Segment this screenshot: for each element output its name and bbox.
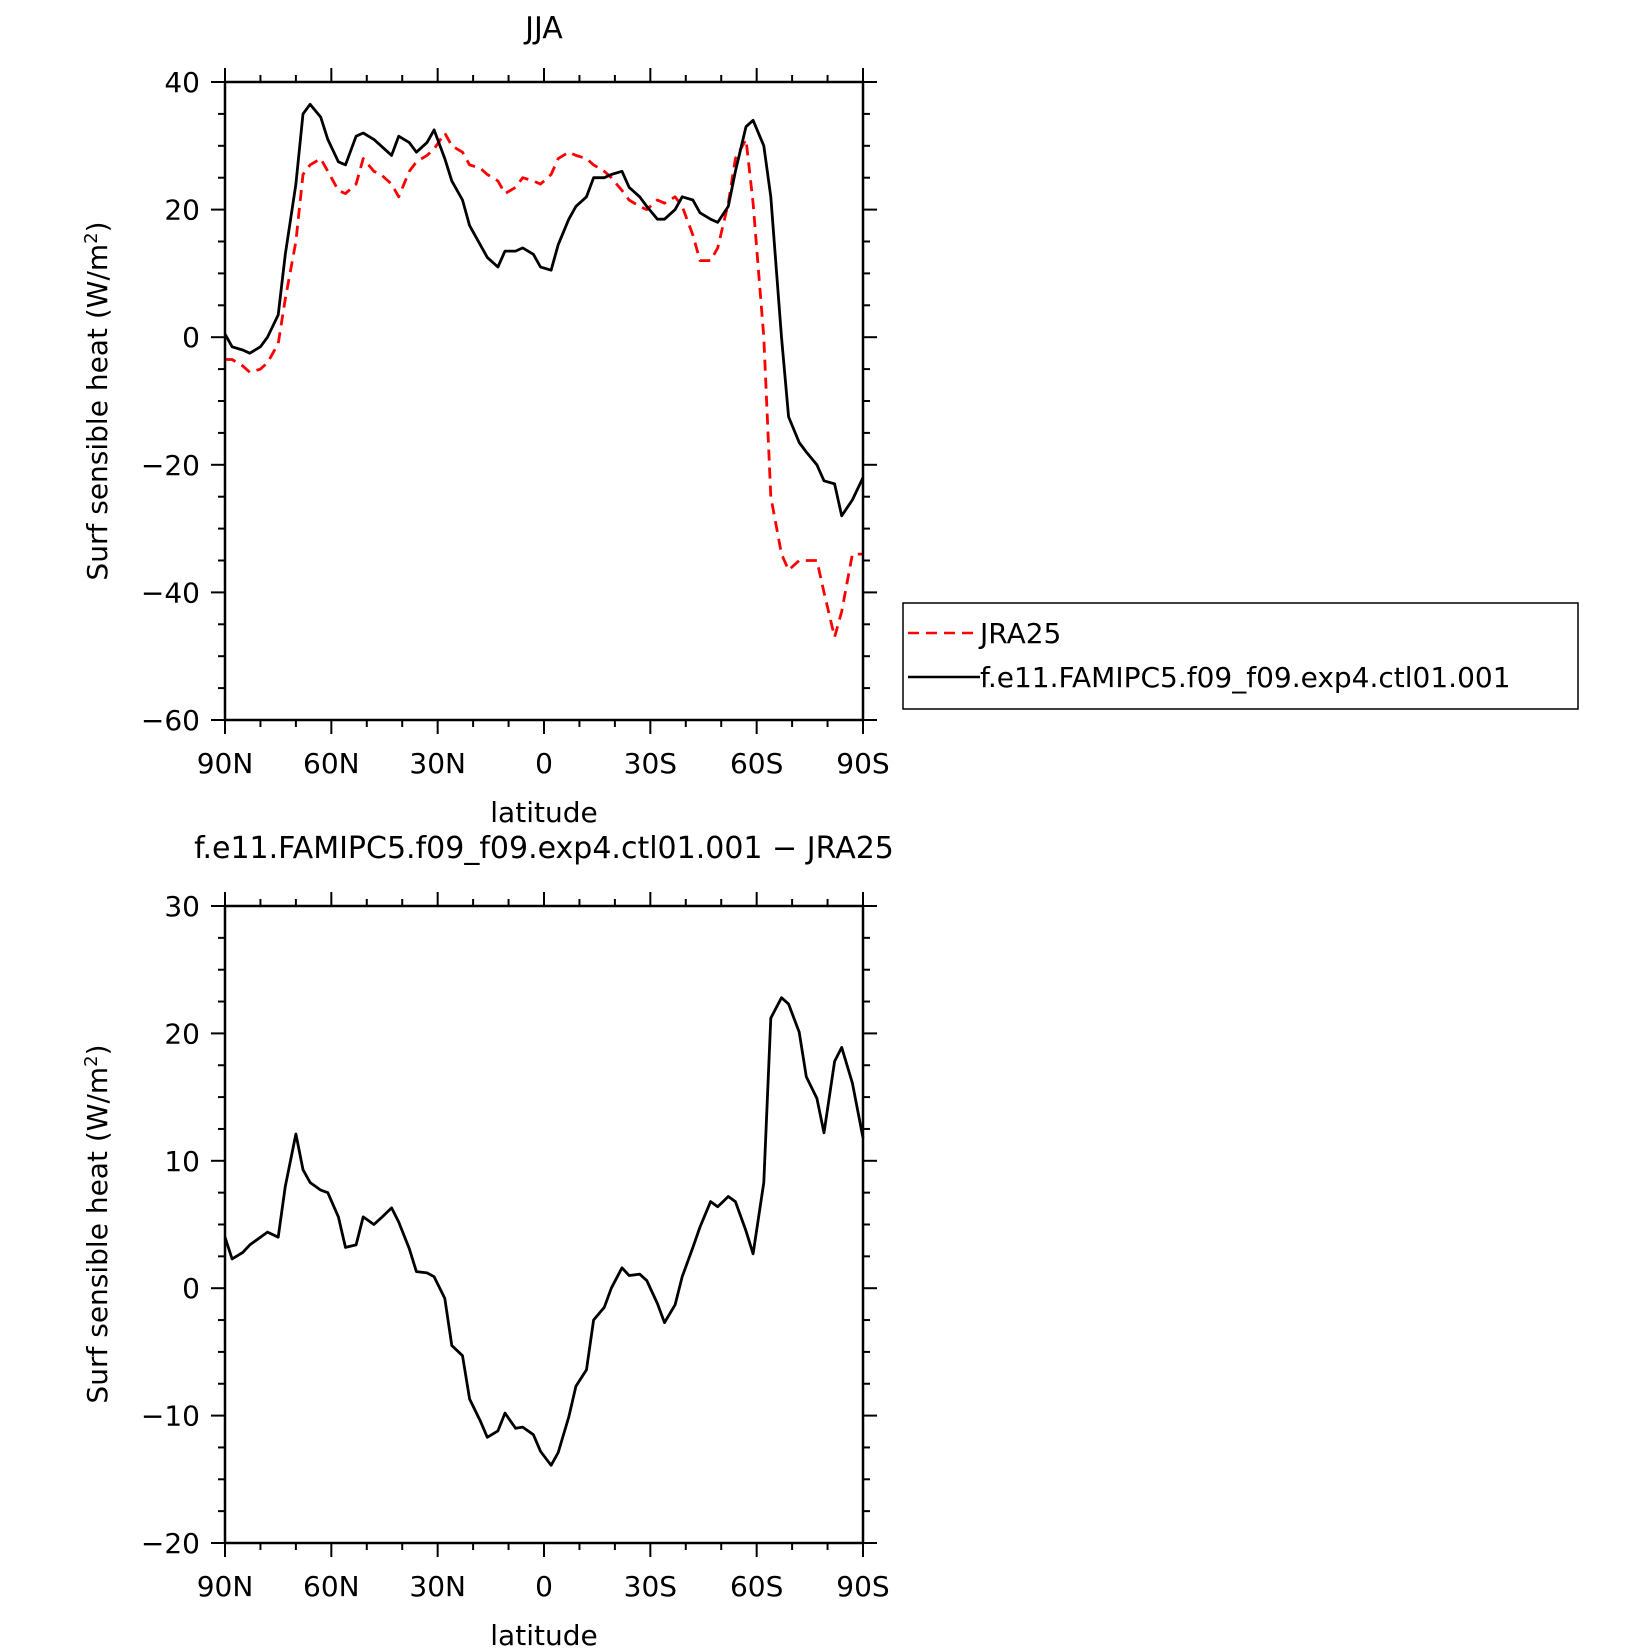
panel1-x-tick-labels: 90N 60N 30N 0 30S 60S 90S: [197, 747, 890, 780]
p1-ytick-label: 0: [182, 321, 200, 354]
panel1-series-group: [223, 102, 865, 639]
legend-label-jra25: JRA25: [978, 617, 1061, 650]
p2-ytick-label: 20: [164, 1017, 200, 1050]
p2-xtick-label: 90S: [836, 1570, 889, 1603]
p2-xtick-label: 30S: [624, 1570, 677, 1603]
panel1-y-tick-labels: −60 −40 −20 0 20 40: [141, 66, 200, 737]
p2-xtick-label: 30N: [409, 1570, 466, 1603]
p1-series-line-1: [223, 102, 865, 518]
p2-ytick-label: 30: [164, 890, 200, 923]
p1-series-line-0: [225, 131, 863, 639]
panel1-x-axis-title: latitude: [490, 796, 597, 829]
legend-label-model: f.e11.FAMIPC5.f09_f09.exp4.ctl01.001: [980, 661, 1511, 694]
top-panel: JJA −60 −40 −20 0 20 40 90N 60N 30N 0 30S 60S 90S l…: [81, 11, 1579, 829]
p1-xtick-label: 60S: [730, 747, 783, 780]
panel2-x-axis-title: latitude: [490, 1619, 597, 1652]
p1-xtick-label: 90S: [836, 747, 889, 780]
p2-ytick-label: −10: [141, 1400, 200, 1433]
panel2-y-axis-title: Surf sensible heat (W/m2): [81, 1044, 115, 1403]
p1-ytick-label: −20: [141, 449, 200, 482]
p1-ytick-label: −60: [141, 704, 200, 737]
p1-ytick-label: 20: [164, 194, 200, 227]
panel2-x-tick-labels: 90N 60N 30N 0 30S 60S 90S: [197, 1570, 890, 1603]
p1-xtick-label: 60N: [303, 747, 360, 780]
p2-xtick-label: 90N: [197, 1570, 254, 1603]
panel2-title: f.e11.FAMIPC5.f09_f09.exp4.ctl01.001 − J…: [194, 831, 894, 866]
legend: JRA25 f.e11.FAMIPC5.f09_f09.exp4.ctl01.0…: [902, 602, 1579, 710]
panel1-title: JJA: [523, 11, 563, 46]
p1-xtick-label: 0: [535, 747, 553, 780]
p2-xtick-label: 60S: [730, 1570, 783, 1603]
p1-xtick-label: 30S: [624, 747, 677, 780]
legend-box: [902, 602, 1579, 710]
panel2-frame: [223, 904, 865, 1545]
p1-ytick-label: 40: [164, 66, 200, 99]
panel1-frame: [223, 80, 865, 722]
p1-xtick-label: 90N: [197, 747, 254, 780]
p2-xtick-label: 0: [535, 1570, 553, 1603]
p2-ytick-label: 10: [164, 1145, 200, 1178]
panel1-y-axis-title: Surf sensible heat (W/m2): [81, 221, 115, 580]
p1-ytick-label: −40: [141, 576, 200, 609]
panel1-ticks: [211, 68, 877, 734]
p1-xtick-label: 30N: [409, 747, 466, 780]
p2-xtick-label: 60N: [303, 1570, 360, 1603]
panel2-series-group: [223, 996, 865, 1467]
panel2-y-tick-labels: −20 −10 0 10 20 30: [141, 890, 200, 1560]
p2-series-line-0: [223, 996, 865, 1467]
bottom-panel: f.e11.FAMIPC5.f09_f09.exp4.ctl01.001 − J…: [81, 831, 894, 1652]
p2-ytick-label: −20: [141, 1527, 200, 1560]
p2-ytick-label: 0: [182, 1272, 200, 1305]
